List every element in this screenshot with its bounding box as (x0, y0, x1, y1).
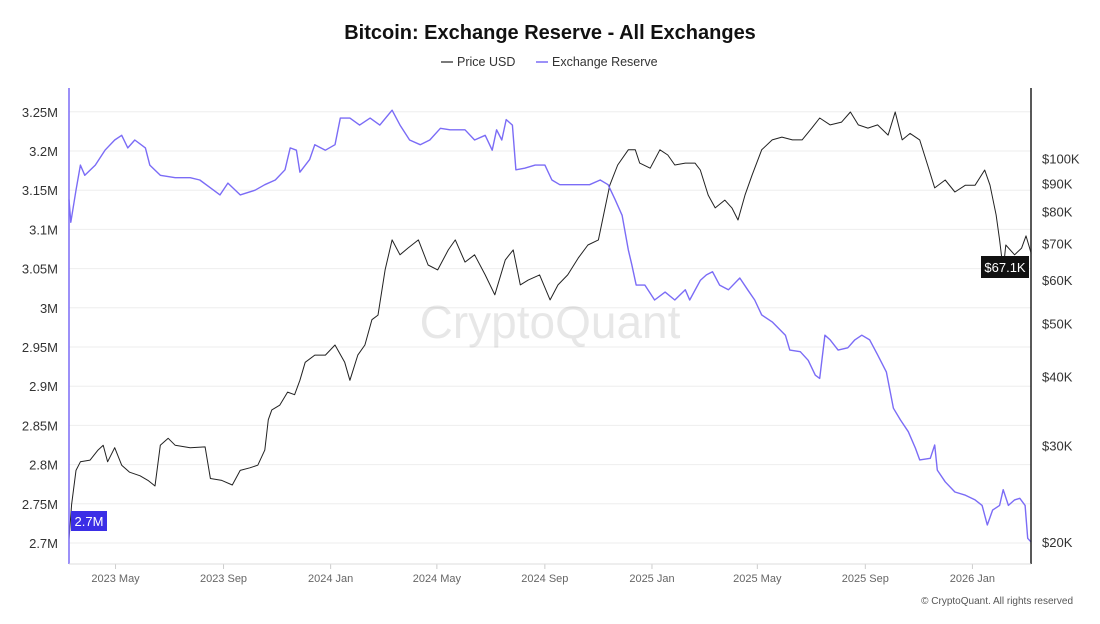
x-tick-label: 2025 May (733, 573, 782, 585)
x-tick-label: 2023 May (91, 573, 140, 585)
right-tick-label: $100K (1042, 151, 1080, 166)
right-current-value: $67.1K (984, 260, 1026, 275)
right-tick-label: $50K (1042, 317, 1073, 332)
left-tick-label: 3.05M (22, 262, 58, 277)
right-tick-label: $80K (1042, 204, 1073, 219)
right-current-badge: $67.1K (981, 256, 1029, 278)
x-tick-label: 2026 Jan (950, 573, 995, 585)
x-tick-label: 2024 Sep (521, 573, 568, 585)
legend[interactable]: Price USD Exchange Reserve (441, 55, 658, 69)
left-tick-label: 2.85M (22, 418, 58, 433)
left-tick-label: 3.1M (29, 222, 58, 237)
right-tick-label: $60K (1042, 273, 1073, 288)
left-tick-label: 3.25M (22, 105, 58, 120)
x-axis: 2023 May 2023 Sep 2024 Jan 2024 May 2024 Sep… (91, 564, 995, 585)
left-tick-label: 3.15M (22, 183, 58, 198)
legend-label-price[interactable]: Price USD (457, 55, 515, 69)
right-tick-label: $40K (1042, 370, 1073, 385)
copyright-footer: © CryptoQuant. All rights reserved (921, 596, 1073, 607)
left-tick-label: 2.95M (22, 340, 58, 355)
x-tick-label: 2025 Jan (629, 573, 674, 585)
right-tick-label: $30K (1042, 438, 1073, 453)
left-tick-label: 2.8M (29, 458, 58, 473)
left-current-value: 2.7M (75, 514, 104, 529)
x-tick-label: 2025 Sep (842, 573, 889, 585)
legend-label-reserve[interactable]: Exchange Reserve (552, 55, 658, 69)
left-tick-label: 3M (40, 301, 58, 316)
x-tick-label: 2023 Sep (200, 573, 247, 585)
right-tick-label: $90K (1042, 176, 1073, 191)
left-tick-label: 3.2M (29, 144, 58, 159)
right-axis: $100K $90K $80K $70K $60K $50K $40K $30K $20K (1042, 151, 1080, 550)
left-tick-label: 2.7M (29, 536, 58, 551)
price-usd-line (68, 111, 1032, 540)
exchange-reserve-line (68, 109, 1032, 543)
watermark: CryptoQuant (420, 296, 681, 348)
series-lines (68, 109, 1032, 543)
right-tick-label: $70K (1042, 236, 1073, 251)
chart-title: Bitcoin: Exchange Reserve - All Exchange… (344, 22, 756, 44)
x-tick-label: 2024 Jan (308, 573, 353, 585)
left-tick-label: 2.75M (22, 497, 58, 512)
gridlines (69, 111, 1031, 544)
left-current-badge: 2.7M (71, 511, 107, 531)
left-tick-label: 2.9M (29, 379, 58, 394)
right-tick-label: $20K (1042, 535, 1073, 550)
left-axis: 3.25M 3.2M 3.15M 3.1M 3.05M 3M 2.95M 2.9M 2.85M 2… (22, 105, 58, 551)
x-tick-label: 2024 May (413, 573, 462, 585)
